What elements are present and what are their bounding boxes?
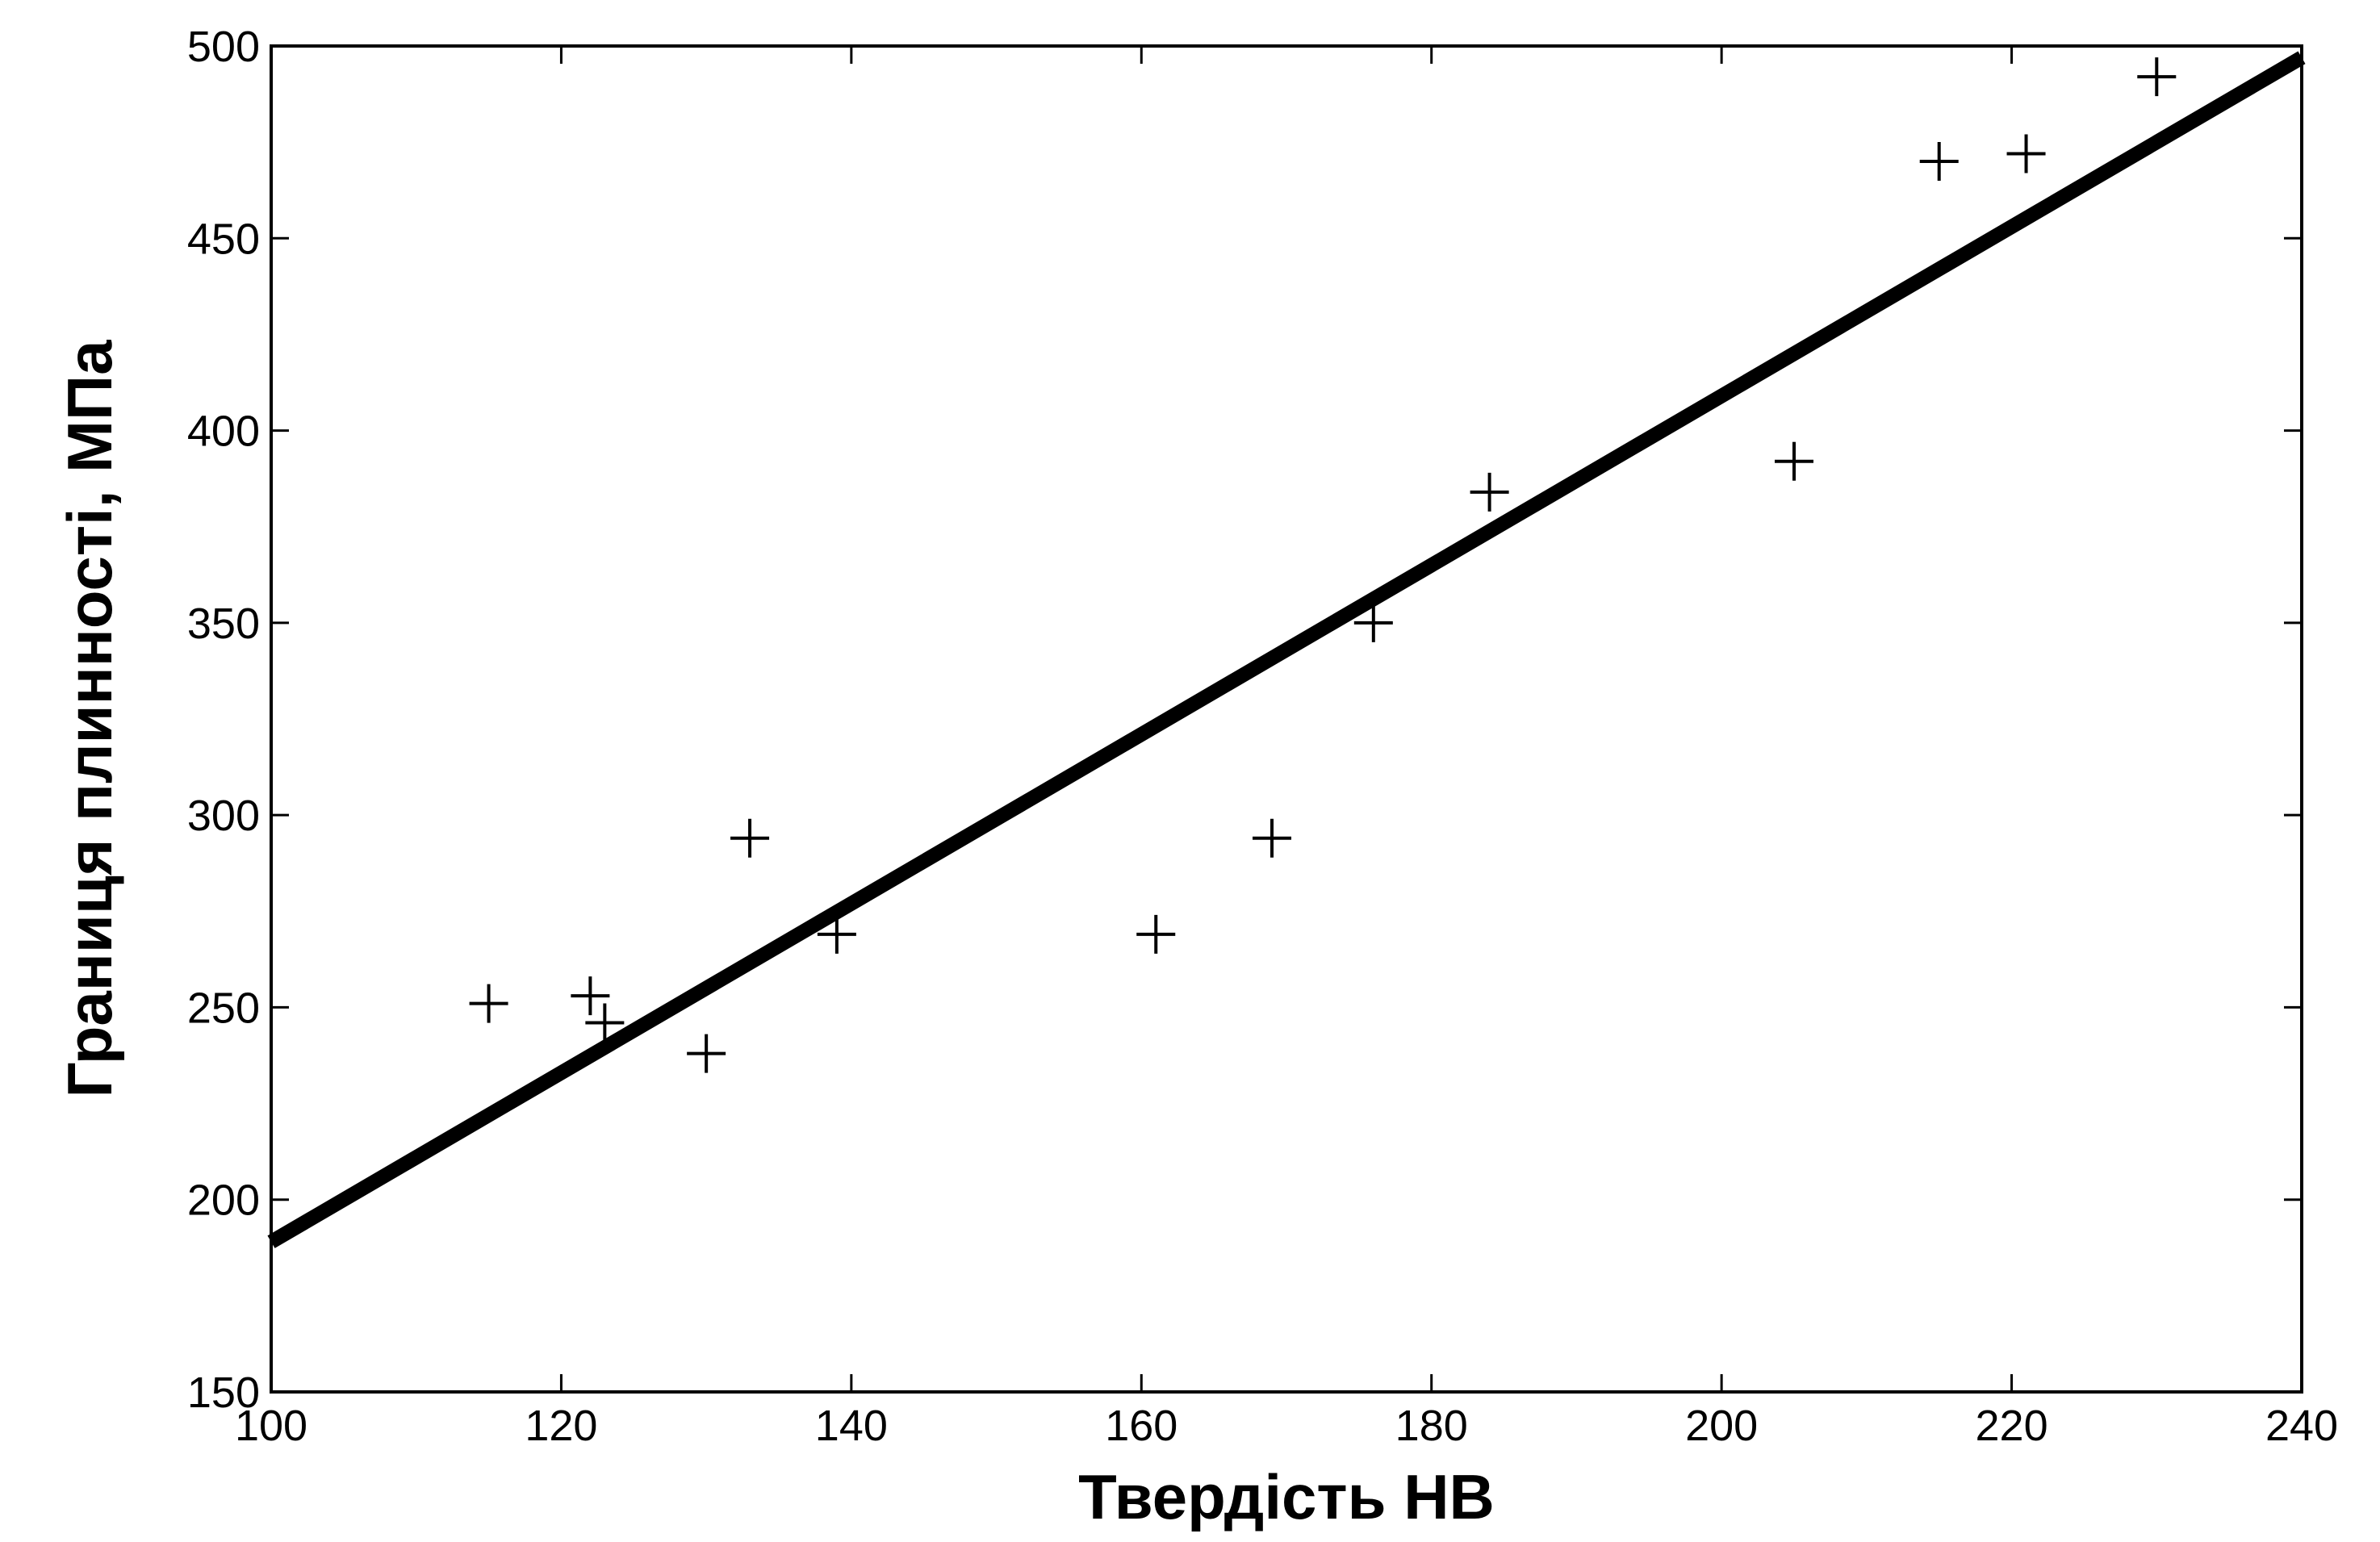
x-tick-label: 240: [2265, 1402, 2338, 1450]
x-axis-ticks: [270, 46, 2303, 1392]
data-point: [585, 1003, 625, 1043]
data-point: [571, 976, 610, 1016]
x-axis-title: Твердість НВ: [1078, 1461, 1495, 1532]
data-point: [2006, 134, 2046, 173]
regression-line: [267, 51, 2306, 1248]
y-tick-label: 200: [187, 1176, 260, 1225]
data-point: [469, 984, 508, 1023]
y-axis-title: Границя плинності, МПа: [54, 340, 125, 1098]
y-tick-label: 350: [187, 600, 260, 648]
data-point: [1253, 818, 1292, 858]
x-tick-label: 220: [1976, 1402, 2048, 1450]
x-tick-label: 100: [235, 1402, 307, 1450]
y-tick-label: 500: [187, 23, 260, 71]
scatter-markers: [469, 57, 2177, 1073]
x-tick-label: 200: [1685, 1402, 1758, 1450]
data-point: [1775, 441, 1813, 481]
x-axis-tick-labels: 100 120 140 160 180 200 220 240: [235, 1402, 2338, 1450]
x-tick-label: 120: [525, 1402, 597, 1450]
data-point: [1919, 141, 1959, 181]
y-tick-label: 250: [187, 984, 260, 1032]
y-tick-label: 150: [187, 1369, 260, 1417]
data-point: [817, 914, 856, 954]
x-tick-label: 140: [815, 1402, 888, 1450]
data-point: [2137, 57, 2177, 97]
data-point: [730, 818, 770, 858]
y-tick-label: 450: [187, 215, 260, 263]
x-tick-label: 160: [1105, 1402, 1177, 1450]
data-point: [687, 1034, 726, 1073]
y-axis-ticks: [271, 44, 2302, 1394]
y-axis-tick-labels: 150 200 250 300 350 400 450 500: [187, 23, 260, 1417]
data-point: [1353, 603, 1393, 642]
data-point: [1470, 472, 1509, 512]
plot-area-frame: [270, 44, 2303, 1394]
x-tick-label: 180: [1395, 1402, 1468, 1450]
data-point: [1136, 914, 1176, 954]
y-tick-label: 300: [187, 792, 260, 840]
y-tick-label: 400: [187, 407, 260, 456]
